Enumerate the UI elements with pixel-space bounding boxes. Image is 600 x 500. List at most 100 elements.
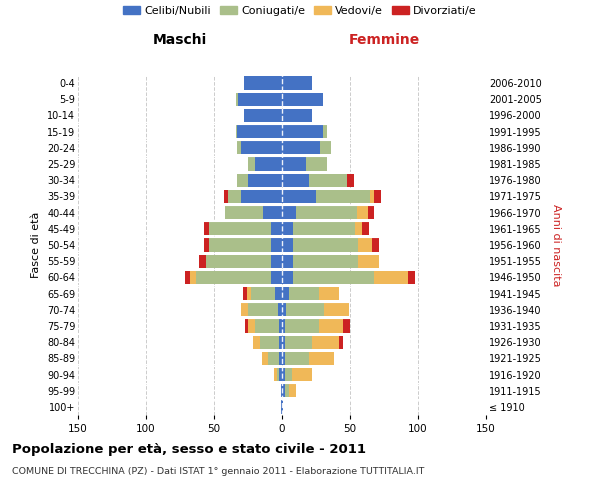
Bar: [324, 303, 349, 316]
Bar: [409, 270, 415, 284]
Bar: [196, 270, 271, 284]
Bar: [206, 254, 271, 268]
Bar: [282, 109, 312, 122]
Bar: [279, 320, 282, 332]
Bar: [209, 238, 271, 252]
Bar: [282, 222, 293, 235]
Bar: [293, 222, 355, 235]
Bar: [282, 125, 323, 138]
Bar: [237, 141, 241, 154]
Bar: [307, 158, 327, 170]
Bar: [248, 158, 255, 170]
Bar: [185, 270, 190, 284]
Bar: [343, 320, 350, 332]
Bar: [282, 76, 312, 90]
Bar: [271, 238, 282, 252]
Bar: [282, 303, 286, 316]
Bar: [316, 190, 370, 203]
Bar: [282, 174, 309, 187]
Bar: [292, 368, 312, 381]
Bar: [362, 222, 369, 235]
Bar: [282, 190, 316, 203]
Bar: [312, 336, 339, 349]
Bar: [244, 76, 282, 90]
Bar: [320, 141, 331, 154]
Bar: [374, 270, 409, 284]
Bar: [247, 287, 251, 300]
Bar: [241, 190, 282, 203]
Bar: [209, 222, 271, 235]
Bar: [279, 368, 282, 381]
Bar: [271, 270, 282, 284]
Bar: [255, 158, 282, 170]
Bar: [248, 303, 278, 316]
Bar: [347, 174, 354, 187]
Bar: [282, 206, 296, 220]
Bar: [253, 336, 260, 349]
Bar: [282, 270, 293, 284]
Text: Maschi: Maschi: [153, 34, 207, 48]
Bar: [242, 287, 247, 300]
Bar: [255, 320, 279, 332]
Bar: [225, 206, 263, 220]
Bar: [205, 222, 209, 235]
Bar: [286, 303, 324, 316]
Bar: [281, 400, 282, 413]
Bar: [339, 336, 343, 349]
Y-axis label: Fasce di età: Fasce di età: [31, 212, 41, 278]
Bar: [370, 190, 374, 203]
Bar: [319, 320, 343, 332]
Bar: [282, 141, 320, 154]
Bar: [205, 238, 209, 252]
Legend: Celibi/Nubili, Coniugati/e, Vedovi/e, Divorziati/e: Celibi/Nubili, Coniugati/e, Vedovi/e, Di…: [124, 6, 476, 16]
Bar: [248, 174, 282, 187]
Bar: [357, 206, 368, 220]
Bar: [282, 320, 285, 332]
Bar: [278, 303, 282, 316]
Bar: [190, 270, 196, 284]
Bar: [277, 368, 279, 381]
Bar: [293, 238, 358, 252]
Bar: [237, 125, 282, 138]
Bar: [289, 384, 296, 398]
Bar: [282, 287, 289, 300]
Bar: [285, 320, 319, 332]
Bar: [274, 368, 277, 381]
Bar: [289, 287, 319, 300]
Bar: [245, 320, 248, 332]
Bar: [282, 158, 307, 170]
Bar: [238, 92, 282, 106]
Bar: [285, 352, 309, 365]
Bar: [282, 336, 285, 349]
Bar: [237, 174, 248, 187]
Bar: [355, 222, 362, 235]
Bar: [293, 270, 374, 284]
Bar: [271, 254, 282, 268]
Bar: [263, 206, 282, 220]
Bar: [279, 336, 282, 349]
Bar: [251, 287, 275, 300]
Bar: [358, 254, 379, 268]
Bar: [199, 254, 206, 268]
Bar: [262, 352, 268, 365]
Bar: [281, 384, 282, 398]
Bar: [227, 190, 241, 203]
Text: COMUNE DI TRECCHINA (PZ) - Dati ISTAT 1° gennaio 2011 - Elaborazione TUTTITALIA.: COMUNE DI TRECCHINA (PZ) - Dati ISTAT 1°…: [12, 468, 424, 476]
Bar: [275, 287, 282, 300]
Bar: [271, 222, 282, 235]
Bar: [282, 238, 293, 252]
Bar: [374, 190, 381, 203]
Bar: [309, 174, 347, 187]
Text: Popolazione per età, sesso e stato civile - 2011: Popolazione per età, sesso e stato civil…: [12, 442, 366, 456]
Bar: [372, 238, 379, 252]
Y-axis label: Anni di nascita: Anni di nascita: [551, 204, 561, 286]
Bar: [248, 320, 255, 332]
Bar: [268, 352, 279, 365]
Bar: [309, 352, 334, 365]
Bar: [279, 352, 282, 365]
Bar: [368, 206, 374, 220]
Bar: [241, 303, 248, 316]
Bar: [282, 384, 285, 398]
Text: Femmine: Femmine: [349, 34, 419, 48]
Bar: [358, 238, 372, 252]
